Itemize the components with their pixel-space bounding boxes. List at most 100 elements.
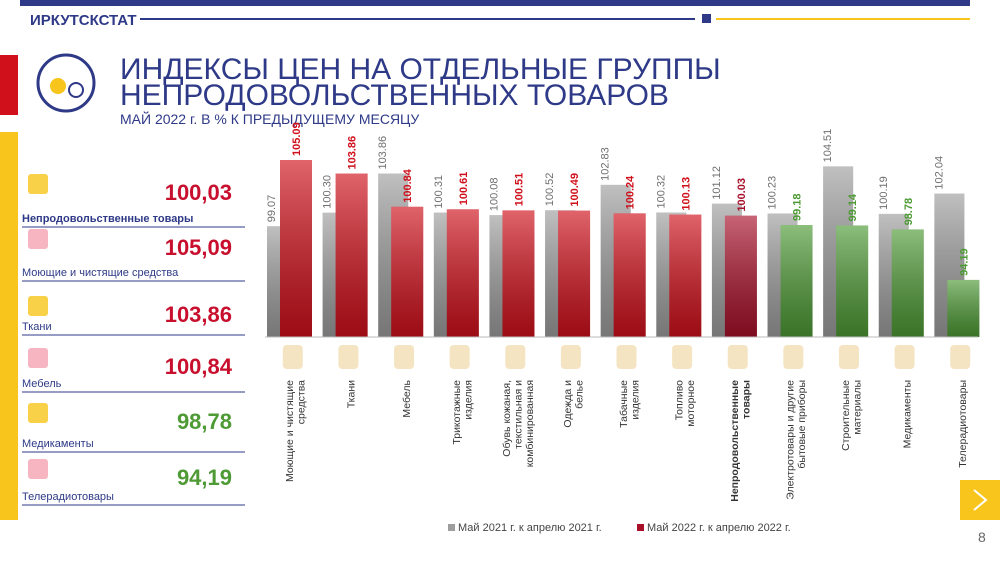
category-label: Трикотажныеизделия — [451, 380, 475, 445]
summary-value: 105,09 — [165, 235, 232, 260]
category-icon — [783, 345, 804, 369]
value-label: 101.12 — [711, 166, 723, 200]
legend-label: Май 2021 г. к апрелю 2021 г. — [458, 522, 602, 534]
category-label: Медикаменты — [902, 380, 914, 448]
summary-value: 94,19 — [177, 465, 232, 490]
summary-value: 103,86 — [165, 302, 232, 327]
category-icon — [282, 345, 303, 369]
summary-label: Моющие и чистящие средства — [22, 267, 179, 279]
bar-shade — [780, 225, 813, 337]
title-icon — [36, 53, 96, 113]
value-label: 94.19 — [958, 248, 970, 276]
title-icon-part — [68, 82, 84, 98]
legend-swatch — [448, 524, 455, 531]
category-label: Телерадиотовары — [957, 380, 969, 468]
summary-value: 98,78 — [177, 409, 232, 434]
value-label: 100.13 — [680, 177, 692, 211]
value-label: 99.18 — [792, 193, 804, 221]
value-label: 105.09 — [291, 122, 303, 156]
category-icon — [838, 345, 859, 369]
summary-icon — [28, 296, 48, 316]
next-chevron — [973, 489, 988, 511]
value-label: 100.03 — [736, 178, 748, 212]
value-label: 100.24 — [625, 175, 637, 210]
category-label: Строительныематериалы — [840, 380, 864, 451]
category-label: Электротовары и другиебытовые приборы — [785, 380, 809, 500]
value-label: 100.61 — [458, 172, 470, 206]
value-label: 100.30 — [322, 175, 334, 209]
value-label: 100.08 — [488, 177, 500, 211]
summary-value: 100,84 — [165, 354, 233, 379]
category-icon — [616, 345, 637, 369]
category-label: Обувь кожаная,текстильная икомбинированн… — [501, 380, 536, 467]
value-label: 99.07 — [266, 195, 278, 223]
summary-icon — [28, 174, 48, 194]
value-label: 100.32 — [655, 175, 667, 209]
category-label: Одежда ибелье — [562, 380, 586, 428]
summary-icon — [28, 459, 48, 479]
category-label: Топливомоторное — [673, 380, 697, 427]
value-label: 100.31 — [433, 175, 445, 209]
category-label: Ткани — [345, 380, 357, 408]
bar-shade — [280, 160, 312, 337]
bar-shade — [669, 214, 702, 337]
bar-shade — [446, 209, 479, 337]
value-label: 100.51 — [513, 173, 525, 207]
header-square — [702, 14, 711, 23]
bar-shade — [947, 279, 980, 337]
bar-shade — [558, 210, 591, 337]
title-line: ИНДЕКСЫ ЦЕН НА ОТДЕЛЬНЫЕ ГРУППЫ — [120, 53, 721, 86]
summary-label: Непродовольственные товары — [22, 213, 193, 225]
value-label: 102.83 — [600, 147, 612, 181]
category-label: Табачныеизделия — [618, 380, 642, 428]
summary-label: Телерадиотовары — [22, 491, 114, 503]
bar-shade — [502, 210, 535, 337]
bar-shade — [335, 173, 368, 337]
category-icon — [950, 345, 971, 369]
top-bar — [20, 0, 970, 6]
legend-swatch — [637, 524, 644, 531]
subtitle: МАЙ 2022 г. В % К ПРЕДЫДУЩЕМУ МЕСЯЦУ — [120, 110, 419, 127]
category-icon — [560, 345, 581, 369]
bar-shade — [724, 215, 757, 337]
summary-label: Ткани — [22, 321, 52, 333]
side-strip-yellow — [0, 132, 18, 520]
bar-shade — [613, 213, 646, 337]
summary-icon — [28, 403, 48, 423]
category-icon — [394, 345, 415, 369]
bar-shade — [391, 206, 424, 337]
category-label: Моющие и чистящиесредства — [284, 380, 308, 482]
title-icon-part — [50, 78, 66, 94]
value-label: 98.78 — [903, 198, 915, 226]
legend-label: Май 2022 г. к апрелю 2022 г. — [647, 522, 791, 534]
bar-shade — [836, 225, 869, 337]
category-icon — [338, 345, 359, 369]
value-label: 99.14 — [847, 193, 859, 221]
value-label: 103.86 — [347, 136, 359, 170]
value-label: 100.49 — [569, 173, 581, 207]
category-label: Мебель — [401, 379, 413, 417]
value-label: 102.04 — [933, 156, 945, 190]
value-label: 100.19 — [878, 176, 890, 210]
next-button[interactable] — [960, 480, 1000, 520]
category-icon — [505, 345, 526, 369]
bar-shade — [891, 229, 924, 337]
side-strip-red — [0, 55, 18, 115]
value-label: 100.52 — [544, 173, 556, 207]
category-icon — [727, 345, 748, 369]
page-number: 8 — [978, 529, 986, 545]
summary-icon — [28, 229, 48, 249]
category-icon — [672, 345, 693, 369]
summary-icon — [28, 348, 48, 368]
category-icon — [894, 345, 915, 369]
value-label: 104.51 — [822, 129, 834, 163]
summary-label: Медикаменты — [22, 438, 94, 450]
category-label: Непродовольственныетовары — [729, 380, 753, 502]
category-icon — [449, 345, 470, 369]
summary-label: Мебель — [22, 378, 62, 390]
value-label: 100.84 — [402, 168, 414, 203]
summary-value: 100,03 — [165, 180, 232, 205]
value-label: 103.86 — [377, 136, 389, 170]
